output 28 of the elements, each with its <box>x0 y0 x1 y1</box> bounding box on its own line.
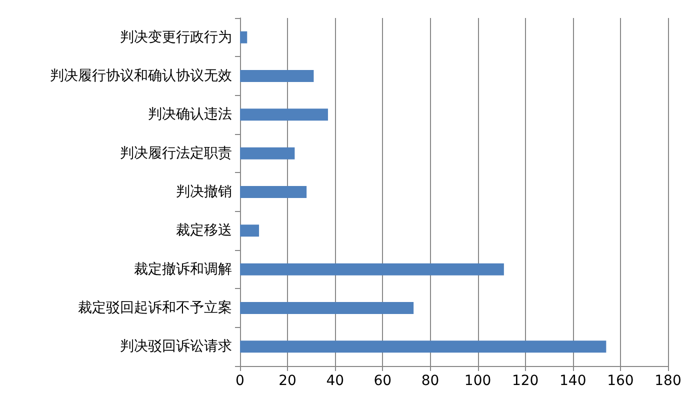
y-tick-label: 判决履行法定职责 <box>120 145 232 162</box>
y-tick-label: 判决变更行政行为 <box>120 29 232 46</box>
x-tick-label: 60 <box>374 373 392 389</box>
y-tick-label: 判决撤销 <box>176 184 232 200</box>
x-tick-label: 0 <box>236 373 244 389</box>
bar <box>240 108 328 121</box>
x-tick-label: 20 <box>278 373 296 389</box>
x-tick-label: 140 <box>560 373 586 389</box>
x-tick-label: 120 <box>512 373 539 389</box>
y-tick-label: 裁定驳回起诉和不予立案 <box>78 299 232 316</box>
y-tick-label: 判决履行协议和确认协议无效 <box>50 68 232 84</box>
bar <box>240 31 248 44</box>
bar <box>240 70 314 82</box>
x-tick-label: 160 <box>607 373 634 389</box>
bar <box>240 186 307 198</box>
bar <box>240 340 606 353</box>
bar <box>240 302 414 314</box>
y-tick-label: 裁定移送 <box>176 222 232 239</box>
y-tick-label: 判决确认违法 <box>148 106 232 123</box>
y-tick-label: 裁定撤诉和调解 <box>134 261 232 278</box>
y-tick-label: 判决驳回诉讼请求 <box>120 338 232 355</box>
bar <box>240 147 295 160</box>
x-tick-label: 80 <box>421 373 440 389</box>
x-tick-label: 40 <box>326 373 344 389</box>
bar <box>240 263 504 276</box>
bar <box>240 224 260 237</box>
x-tick-label: 100 <box>464 373 492 389</box>
x-tick-label: 180 <box>654 373 682 389</box>
